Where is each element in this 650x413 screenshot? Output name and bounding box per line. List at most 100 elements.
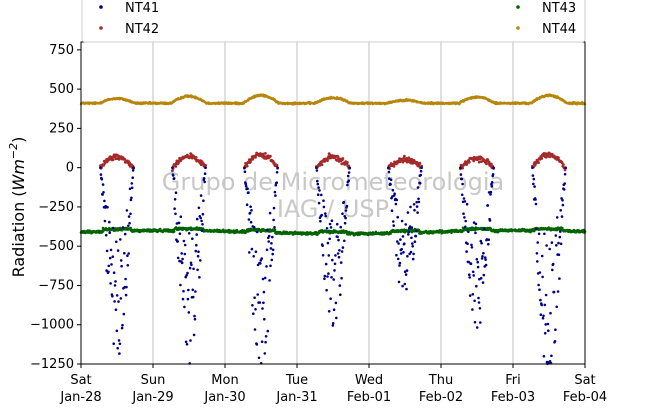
point-nt41 [269, 264, 272, 268]
point-nt41 [470, 246, 474, 249]
point-nt41 [490, 185, 494, 188]
point-nt41 [461, 182, 464, 186]
point-nt42 [254, 156, 257, 159]
point-nt41 [338, 249, 341, 252]
point-nt41 [106, 205, 109, 209]
watermark-line-1: Grupo de Micrometeorologia [162, 168, 504, 196]
point-nt41 [243, 166, 246, 169]
point-nt41 [319, 219, 322, 223]
point-nt41 [261, 307, 264, 310]
point-nt41 [262, 301, 265, 305]
y-tick-label: 0 [66, 161, 74, 176]
point-nt41 [540, 303, 543, 307]
point-nt41 [540, 254, 544, 258]
point-nt41 [559, 230, 562, 233]
point-nt41 [407, 230, 411, 234]
point-nt41 [547, 329, 550, 333]
legend: NT41 NT42 NT43 NT44 [81, 0, 586, 43]
point-nt41 [475, 258, 479, 261]
point-nt41 [474, 231, 477, 235]
point-nt41 [194, 249, 198, 253]
point-nt42 [392, 164, 396, 168]
point-nt41 [202, 177, 206, 180]
point-nt41 [324, 212, 327, 215]
point-nt41 [330, 219, 334, 222]
point-nt41 [129, 198, 133, 202]
point-nt41 [183, 305, 186, 309]
point-nt41 [399, 252, 403, 255]
point-nt41 [469, 262, 473, 266]
point-nt41 [537, 283, 540, 287]
point-nt41 [128, 187, 132, 191]
point-nt41 [125, 209, 129, 212]
y-tick-label: −750 [38, 278, 74, 293]
point-nt41 [187, 288, 190, 292]
point-nt41 [543, 303, 547, 307]
point-nt41 [195, 233, 198, 236]
point-nt41 [325, 288, 328, 292]
point-nt41 [348, 166, 351, 169]
point-nt41 [531, 166, 534, 169]
point-nt42 [107, 158, 111, 161]
legend-marker [516, 5, 520, 9]
point-nt41 [128, 221, 131, 225]
point-nt41 [173, 198, 177, 201]
point-nt41 [183, 252, 187, 256]
point-nt41 [396, 257, 400, 261]
point-nt41 [393, 192, 396, 195]
point-nt41 [103, 199, 106, 203]
series-nt43 [79, 226, 587, 237]
y-axis-label-close: ) [9, 137, 28, 143]
point-nt41 [331, 324, 335, 327]
point-nt42 [485, 162, 488, 166]
point-nt41 [122, 312, 126, 316]
point-nt41 [564, 166, 567, 169]
x-tick-label-day: Mon [211, 373, 238, 388]
point-nt41 [481, 281, 485, 284]
point-nt41 [555, 244, 558, 247]
point-nt41 [255, 343, 259, 346]
point-nt41 [172, 174, 175, 177]
point-nt41 [113, 300, 116, 303]
x-tick-label-day: Sun [141, 373, 166, 388]
point-nt41 [466, 242, 469, 245]
point-nt41 [403, 242, 406, 245]
point-nt41 [267, 234, 271, 238]
point-nt41 [534, 198, 537, 201]
point-nt41 [267, 240, 271, 243]
point-nt42 [320, 163, 324, 167]
x-tick-label-date: Feb-04 [563, 390, 607, 405]
point-nt42 [407, 156, 411, 160]
point-nt42 [346, 161, 349, 164]
point-nt41 [129, 212, 132, 216]
point-nt41 [336, 235, 339, 239]
point-nt41 [193, 317, 197, 321]
point-nt41 [243, 170, 247, 173]
point-nt41 [203, 172, 207, 175]
series-nt41 [99, 166, 567, 366]
point-nt41 [172, 177, 176, 180]
point-nt41 [315, 166, 318, 169]
point-nt41 [244, 184, 248, 188]
point-nt41 [387, 170, 391, 174]
point-nt41 [321, 244, 324, 247]
point-nt41 [176, 240, 179, 243]
point-nt41 [186, 271, 189, 275]
point-nt41 [199, 216, 202, 220]
grid [152, 42, 514, 364]
point-nt41 [487, 238, 491, 241]
point-nt42 [557, 156, 560, 160]
point-nt41 [413, 208, 416, 212]
point-nt41 [118, 352, 121, 355]
point-nt41 [110, 263, 113, 266]
point-nt41 [130, 186, 134, 190]
point-nt41 [544, 323, 547, 326]
point-nt41 [116, 346, 119, 350]
point-nt41 [399, 238, 402, 241]
point-nt41 [531, 174, 535, 177]
point-nt41 [273, 226, 276, 229]
point-nt41 [198, 276, 201, 279]
point-nt41 [248, 251, 251, 254]
point-nt41 [471, 270, 475, 274]
point-nt41 [118, 342, 122, 346]
